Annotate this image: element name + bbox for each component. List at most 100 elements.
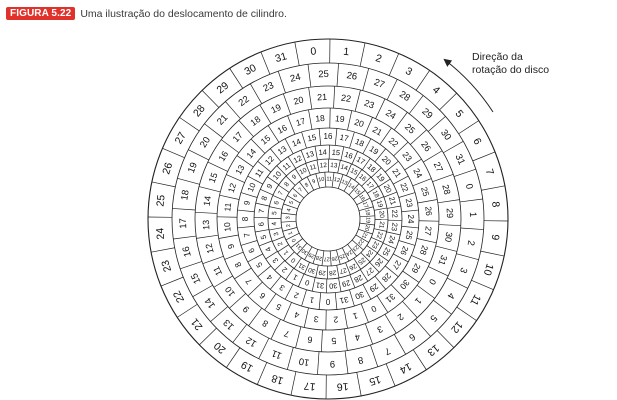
sector-divider [375, 98, 386, 119]
sector-divider [334, 292, 338, 310]
sector-divider [439, 92, 457, 111]
sector-label: 31 [453, 153, 467, 167]
sector-divider [345, 262, 351, 275]
sector-divider [385, 363, 396, 387]
sector-label: 2 [280, 265, 289, 275]
sector-divider [384, 265, 399, 278]
sector-label: 20 [382, 183, 394, 195]
sector-divider [353, 258, 362, 270]
sector-label: 25 [154, 194, 167, 207]
sector-label: 5 [289, 200, 296, 205]
sector-label: 7 [257, 209, 266, 214]
sector-divider [362, 138, 372, 154]
sector-label: 27 [390, 259, 403, 272]
sector-label: 22 [340, 93, 351, 104]
sector-divider [382, 242, 396, 249]
sector-divider [356, 372, 362, 396]
sector-divider [224, 251, 244, 260]
sector-divider [333, 86, 336, 109]
sector-divider [347, 110, 353, 131]
sector-label: 11 [211, 265, 224, 278]
sector-divider [270, 319, 281, 340]
sector-divider [264, 293, 277, 311]
sector-label: 10 [222, 222, 233, 232]
sector-label: 18 [354, 137, 366, 149]
sector-label: 21 [377, 221, 385, 229]
sector-divider [423, 150, 443, 163]
sector-label: 31 [315, 281, 324, 291]
sector-divider [308, 87, 313, 110]
sector-label: 6 [293, 193, 300, 199]
sector-divider [298, 273, 305, 287]
sector-label: 8 [489, 201, 501, 208]
sector-label: 31 [297, 261, 307, 271]
sector-label: 22 [387, 135, 401, 149]
sector-label: 10 [298, 167, 308, 177]
sector-label: 11 [270, 347, 283, 361]
sector-label: 19 [375, 200, 384, 209]
sector-label: 24 [386, 234, 397, 245]
sector-label: 20 [292, 95, 304, 107]
sector-label: 1 [288, 230, 295, 235]
sector-divider [437, 199, 460, 204]
sector-divider [358, 206, 374, 211]
sector-label: 9 [330, 358, 336, 369]
sector-divider [267, 125, 280, 143]
sector-label: 9 [312, 179, 317, 186]
sector-label: 16 [357, 194, 365, 202]
sector-label: 15 [207, 171, 220, 184]
sector-label: 8 [260, 318, 269, 329]
sector-divider [427, 116, 446, 132]
sector-divider [247, 253, 263, 263]
sector-label: 29 [341, 278, 351, 289]
sector-divider [361, 176, 372, 187]
sector-divider [237, 209, 255, 213]
sector-label: 5 [259, 234, 269, 240]
sector-divider [459, 198, 483, 203]
sector-label: 1 [308, 295, 315, 305]
sector-divider [290, 371, 297, 396]
sector-divider [338, 278, 342, 292]
sector-label: 1 [413, 296, 424, 306]
sector-label: 5 [453, 108, 466, 120]
sector-divider [362, 68, 370, 91]
sector-divider [354, 169, 363, 181]
sector-divider [481, 185, 505, 191]
sector-label: 15 [331, 148, 340, 158]
sector-divider [373, 228, 387, 232]
sector-divider [349, 274, 356, 289]
sector-label: 9 [489, 234, 502, 241]
sector-label: 24 [289, 72, 302, 85]
figure-caption: FIGURA 5.22 Uma ilustração do deslocamen… [6, 7, 287, 20]
sector-label: 30 [301, 247, 309, 255]
sector-label: 18 [365, 162, 377, 174]
sector-divider [453, 168, 476, 177]
sector-divider [196, 234, 219, 239]
sector-label: 12 [319, 162, 327, 170]
sector-label: 22 [237, 94, 252, 109]
sector-label: 17 [231, 130, 245, 144]
sector-divider [379, 127, 392, 145]
sector-label: 19 [374, 171, 386, 183]
sector-divider [281, 220, 297, 223]
sector-label: 5 [274, 301, 283, 312]
sector-divider [255, 202, 270, 207]
sector-divider [393, 175, 409, 185]
sector-label: 2 [374, 52, 383, 65]
sector-divider [321, 250, 325, 266]
sector-label: 28 [397, 89, 412, 104]
sector-label: 14 [318, 147, 327, 157]
sector-label: 9 [242, 199, 252, 206]
sector-divider [267, 176, 279, 185]
sector-label: 0 [310, 45, 317, 57]
sector-label: 23 [363, 98, 376, 111]
sector-divider [393, 112, 408, 131]
sector-divider [199, 327, 217, 346]
sector-label: 11 [326, 176, 332, 182]
sector-divider [229, 293, 246, 309]
sector-label: 19 [335, 113, 346, 124]
sector-label: 29 [308, 251, 316, 259]
sector-divider [401, 225, 419, 229]
sector-label: 6 [257, 290, 267, 301]
